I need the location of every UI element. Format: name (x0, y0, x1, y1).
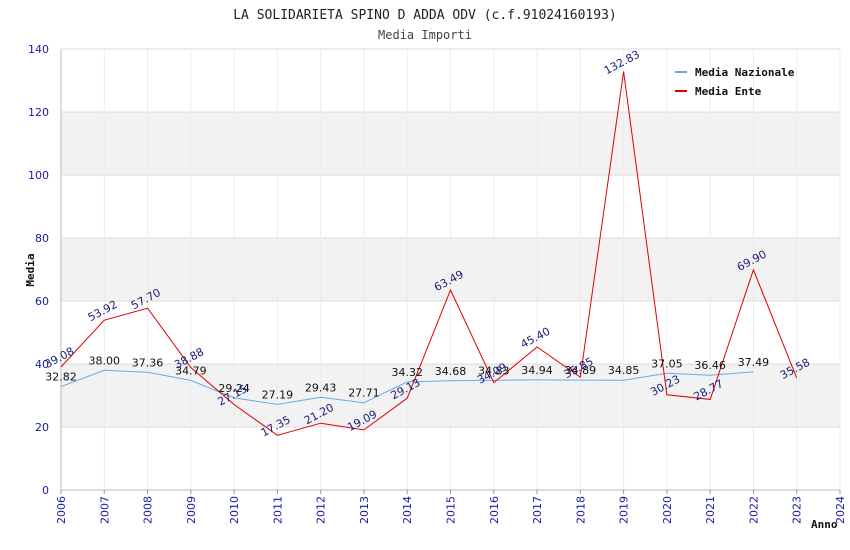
x-tick-label: 2018 (574, 496, 587, 524)
x-tick-label: 2006 (55, 496, 68, 524)
data-label-nazionale: 34.85 (608, 364, 640, 377)
x-tick-label: 2010 (228, 496, 241, 524)
data-label-nazionale: 34.94 (521, 364, 553, 377)
chart-subtitle: Media Importi (378, 28, 472, 42)
series-line-media-ente (60, 71, 798, 436)
data-label-nazionale: 37.05 (651, 357, 683, 370)
x-tick-label: 2021 (704, 496, 717, 524)
x-tick-label: 2011 (271, 496, 284, 524)
data-label-nazionale: 37.49 (738, 356, 770, 369)
series-lines (60, 71, 798, 436)
x-tick-label: 2013 (358, 496, 371, 524)
x-tick-label: 2009 (185, 496, 198, 524)
data-label-nazionale: 34.79 (175, 364, 207, 377)
data-label-nazionale: 29.24 (218, 382, 250, 395)
chart-title: LA SOLIDARIETA SPINO D ADDA ODV (c.f.910… (233, 8, 617, 23)
y-tick-label: 80 (35, 232, 49, 245)
y-tick-label: 140 (28, 43, 49, 56)
y-tick-label: 0 (42, 484, 49, 497)
data-label-nazionale: 37.36 (132, 356, 164, 369)
data-label-nazionale: 29.43 (305, 381, 337, 394)
x-tick-label: 2008 (142, 496, 155, 524)
x-tick-labels: 2006 2007 2008 2009 2010 2011 2012 2013 2014 2015… (55, 490, 847, 524)
y-axis-label: Media (24, 253, 37, 286)
y-tick-label: 100 (28, 169, 49, 182)
x-tick-label: 2012 (315, 496, 328, 524)
x-tick-label: 2023 (791, 496, 804, 524)
data-label-nazionale: 38.00 (89, 354, 121, 367)
data-label-nazionale: 27.19 (262, 388, 294, 401)
y-tick-label: 40 (35, 358, 49, 371)
x-tick-label: 2016 (488, 496, 501, 524)
data-label-nazionale: 27.71 (348, 387, 380, 400)
legend-label: Media Nazionale (695, 66, 795, 79)
x-tick-label: 2017 (531, 496, 544, 524)
series-line-media-nazionale (60, 369, 754, 405)
x-tick-label: 2020 (661, 496, 674, 524)
x-tick-label: 2007 (98, 496, 111, 524)
x-tick-label: 2024 (834, 496, 847, 524)
y-tick-labels: 0 20 40 60 80 100 120 140 (28, 43, 49, 497)
y-tick-label: 20 (35, 421, 49, 434)
x-tick-label: 2022 (747, 496, 760, 524)
y-tick-label: 60 (35, 295, 49, 308)
x-axis-label: Anno (811, 518, 838, 531)
legend: Media Nazionale Media Ente (675, 66, 795, 98)
data-label-nazionale: 34.68 (435, 365, 467, 378)
y-tick-label: 120 (28, 106, 49, 119)
x-tick-label: 2015 (445, 496, 458, 524)
legend-label: Media Ente (695, 85, 762, 98)
data-label-nazionale: 34.32 (391, 366, 423, 379)
x-tick-label: 2019 (618, 496, 631, 524)
data-label-nazionale: 32.82 (45, 371, 77, 384)
data-label-nazionale: 34.89 (565, 364, 597, 377)
data-label-nazionale: 34.83 (478, 364, 510, 377)
data-label-nazionale: 36.46 (694, 359, 726, 372)
x-tick-label: 2014 (401, 496, 414, 524)
